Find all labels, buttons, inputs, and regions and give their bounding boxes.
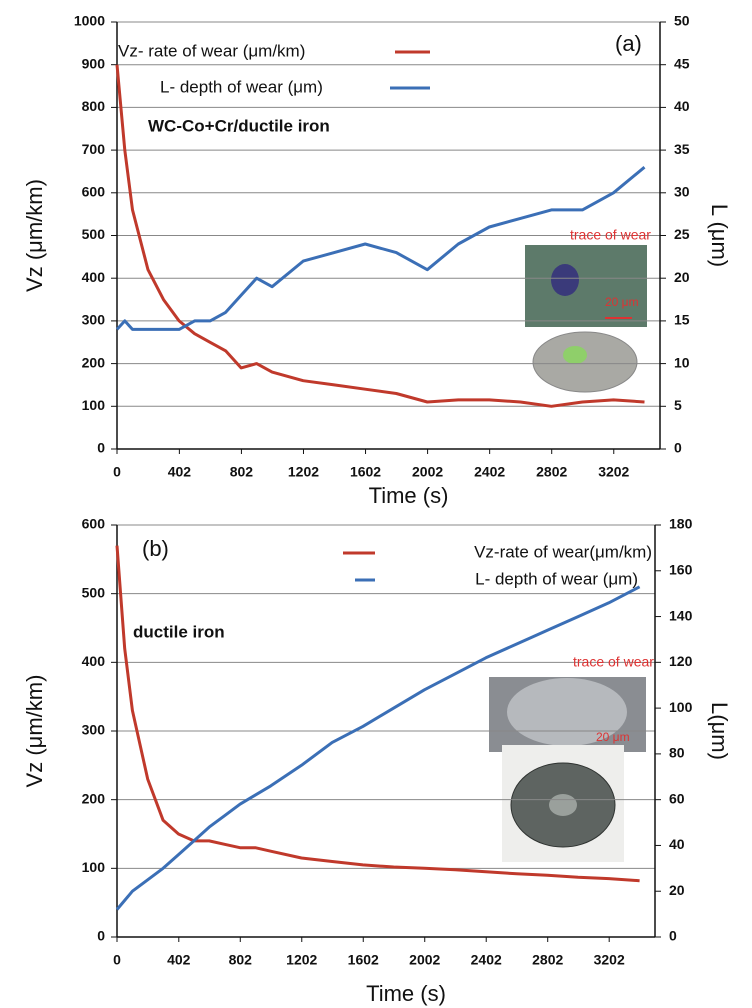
y2-tick-label: 0 [669, 928, 677, 944]
y-tick-label: 1000 [74, 13, 105, 29]
y-tick-label: 0 [97, 440, 105, 456]
y2-tick-label: 160 [669, 561, 693, 577]
y2-tick-label: 180 [669, 516, 693, 532]
legend-label: L- depth of wear (μm) [160, 77, 323, 96]
y-tick-label: 100 [82, 859, 106, 875]
x-tick-label: 2402 [471, 952, 502, 968]
y2-tick-label: 100 [669, 699, 693, 715]
annotation: 20 μm [605, 295, 639, 309]
y2-axis-label: L (μm) [707, 204, 732, 267]
x-axis-label: Time (s) [366, 981, 446, 1006]
y-tick-label: 600 [82, 184, 106, 200]
y2-tick-label: 30 [674, 184, 690, 200]
y2-tick-label: 120 [669, 653, 693, 669]
y-tick-label: 400 [82, 653, 106, 669]
x-tick-label: 2802 [536, 464, 567, 480]
x-tick-label: 1202 [286, 952, 317, 968]
x-tick-label: 3202 [598, 464, 629, 480]
series-line [115, 166, 646, 331]
x-tick-label: 402 [168, 464, 192, 480]
photo-a-spot [551, 264, 579, 296]
y-tick-label: 200 [82, 790, 106, 806]
y2-tick-label: 140 [669, 607, 693, 623]
y2-tick-label: 20 [669, 882, 685, 898]
x-tick-label: 802 [229, 952, 253, 968]
annotation: ductile iron [133, 622, 225, 641]
y-tick-label: 500 [82, 584, 106, 600]
y2-tick-label: 10 [674, 354, 690, 370]
series-line [115, 545, 640, 883]
annotation: 20 μm [596, 730, 630, 744]
y-axis-label: Vz (μm/km) [22, 675, 47, 788]
legend-label: L- depth of wear (μm) [475, 569, 638, 588]
y-tick-label: 700 [82, 141, 106, 157]
y-tick-label: 600 [82, 516, 106, 532]
legend-label: Vz-rate of wear(μm/km) [474, 542, 652, 561]
photo-a-disc-spot [563, 346, 587, 364]
annotation: trace of wear [573, 654, 654, 670]
x-tick-label: 0 [113, 952, 121, 968]
photo-a-trace [525, 245, 647, 327]
x-tick-label: 1602 [350, 464, 381, 480]
x-tick-label: 2002 [412, 464, 443, 480]
x-tick-label: 0 [113, 464, 121, 480]
y2-tick-label: 40 [674, 98, 690, 114]
x-tick-label: 2402 [474, 464, 505, 480]
photo-a-disc [532, 331, 638, 393]
y-tick-label: 400 [82, 269, 106, 285]
y-tick-label: 300 [82, 722, 106, 738]
x-tick-label: 1202 [288, 464, 319, 480]
y2-tick-label: 80 [669, 745, 685, 761]
x-tick-label: 2802 [532, 952, 563, 968]
y-tick-label: 500 [82, 226, 106, 242]
x-axis-label: Time (s) [369, 483, 449, 508]
y2-tick-label: 35 [674, 141, 690, 157]
y2-tick-label: 15 [674, 312, 690, 328]
y-axis-label: Vz (μm/km) [22, 179, 47, 292]
photo-b-disc-center [549, 794, 577, 816]
legend-label: Vz- rate of wear (μm/km) [118, 41, 305, 60]
y-tick-label: 200 [82, 354, 106, 370]
y-tick-label: 0 [97, 928, 105, 944]
y2-tick-label: 25 [674, 226, 690, 242]
y-tick-label: 900 [82, 55, 106, 71]
photo-b-spot [507, 678, 627, 746]
y-tick-label: 800 [82, 98, 106, 114]
x-tick-label: 3202 [594, 952, 625, 968]
y2-tick-label: 5 [674, 397, 682, 413]
y2-tick-label: 20 [674, 269, 690, 285]
y-tick-label: 100 [82, 397, 106, 413]
annotation: trace of wear [570, 227, 651, 243]
y2-tick-label: 50 [674, 13, 690, 29]
series-line [115, 585, 641, 911]
annotation: WC-Co+Cr/ductile iron [148, 116, 330, 135]
y2-tick-label: 40 [669, 836, 685, 852]
y-tick-label: 300 [82, 312, 106, 328]
y2-axis-label: L(μm) [707, 702, 732, 760]
y2-tick-label: 45 [674, 55, 690, 71]
annotation: (b) [142, 536, 169, 561]
y2-tick-label: 0 [674, 440, 682, 456]
x-tick-label: 2002 [409, 952, 440, 968]
x-tick-label: 402 [167, 952, 191, 968]
annotation: (a) [615, 31, 642, 56]
y2-tick-label: 60 [669, 790, 685, 806]
series-line [115, 64, 645, 408]
x-tick-label: 1602 [348, 952, 379, 968]
x-tick-label: 802 [230, 464, 254, 480]
